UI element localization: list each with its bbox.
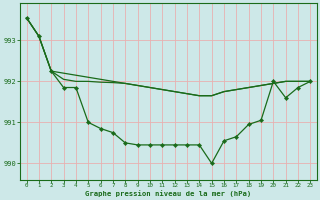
X-axis label: Graphe pression niveau de la mer (hPa): Graphe pression niveau de la mer (hPa) — [85, 190, 252, 197]
